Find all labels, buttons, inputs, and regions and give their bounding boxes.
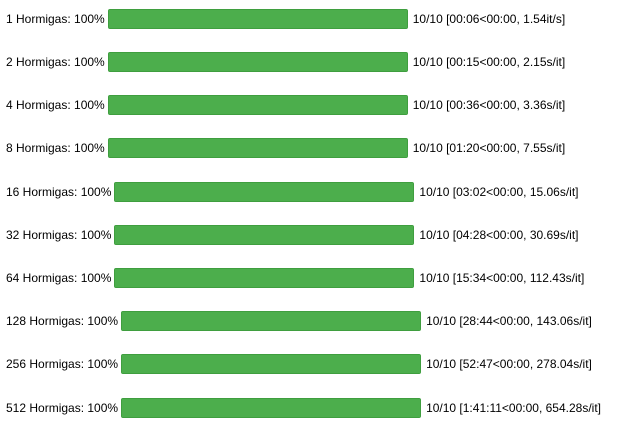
progress-bar bbox=[114, 225, 415, 245]
progress-label: 8 Hormigas: 100% bbox=[6, 141, 105, 155]
progress-bar bbox=[114, 182, 415, 202]
progress-bar-fill bbox=[108, 53, 407, 71]
progress-stats: 10/10 [28:44<00:00, 143.06s/it] bbox=[426, 314, 592, 328]
progress-stats: 10/10 [00:15<00:00, 2.15s/it] bbox=[412, 55, 566, 69]
progress-stats: 10/10 [52:47<00:00, 278.04s/it] bbox=[426, 357, 592, 371]
progress-bar-fill bbox=[108, 10, 407, 28]
progress-stats: 10/10 [00:36<00:00, 3.36s/it] bbox=[412, 98, 566, 112]
progress-bar-fill bbox=[115, 226, 414, 244]
progress-row: 4 Hormigas: 100% 10/10 [00:36<00:00, 3.3… bbox=[0, 94, 565, 116]
progress-bar-fill bbox=[122, 312, 421, 330]
progress-bar-fill bbox=[115, 269, 414, 287]
progress-row: 1 Hormigas: 100% 10/10 [00:06<00:00, 1.5… bbox=[0, 8, 565, 30]
progress-label: 16 Hormigas: 100% bbox=[6, 185, 112, 199]
progress-stats: 10/10 [04:28<00:00, 30.69s/it] bbox=[419, 228, 579, 242]
progress-bar bbox=[107, 95, 408, 115]
progress-row: 32 Hormigas: 100% 10/10 [04:28<00:00, 30… bbox=[0, 224, 579, 246]
progress-label: 128 Hormigas: 100% bbox=[6, 314, 119, 328]
progress-bar bbox=[107, 138, 408, 158]
progress-bar bbox=[121, 354, 422, 374]
progress-label: 2 Hormigas: 100% bbox=[6, 55, 105, 69]
progress-label: 256 Hormigas: 100% bbox=[6, 357, 119, 371]
progress-stats: 10/10 [01:20<00:00, 7.55s/it] bbox=[412, 141, 566, 155]
progress-row: 64 Hormigas: 100% 10/10 [15:34<00:00, 11… bbox=[0, 267, 584, 289]
progress-label: 512 Hormigas: 100% bbox=[6, 401, 119, 415]
progress-bar-fill bbox=[108, 96, 407, 114]
progress-row: 8 Hormigas: 100% 10/10 [01:20<00:00, 7.5… bbox=[0, 137, 565, 159]
progress-label: 32 Hormigas: 100% bbox=[6, 228, 112, 242]
progress-label: 1 Hormigas: 100% bbox=[6, 12, 105, 26]
progress-bar-fill bbox=[122, 355, 421, 373]
progress-bar bbox=[107, 9, 408, 29]
progress-stats: 10/10 [15:34<00:00, 112.43s/it] bbox=[419, 271, 585, 285]
progress-bar bbox=[121, 398, 422, 418]
progress-label: 4 Hormigas: 100% bbox=[6, 98, 105, 112]
progress-row: 512 Hormigas: 100% 10/10 [1:41:11<00:00,… bbox=[0, 397, 601, 419]
progress-row: 2 Hormigas: 100% 10/10 [00:15<00:00, 2.1… bbox=[0, 51, 565, 73]
progress-stats: 10/10 [03:02<00:00, 15.06s/it] bbox=[419, 185, 579, 199]
progress-stats: 10/10 [1:41:11<00:00, 654.28s/it] bbox=[426, 401, 601, 415]
progress-stats: 10/10 [00:06<00:00, 1.54it/s] bbox=[412, 12, 566, 26]
progress-bar bbox=[121, 311, 422, 331]
progress-bar-fill bbox=[122, 399, 421, 417]
progress-bar-fill bbox=[115, 183, 414, 201]
progress-label: 64 Hormigas: 100% bbox=[6, 271, 112, 285]
progress-bar-fill bbox=[108, 139, 407, 157]
progress-row: 256 Hormigas: 100% 10/10 [52:47<00:00, 2… bbox=[0, 353, 592, 375]
progress-row: 128 Hormigas: 100% 10/10 [28:44<00:00, 1… bbox=[0, 310, 592, 332]
progress-row: 16 Hormigas: 100% 10/10 [03:02<00:00, 15… bbox=[0, 181, 579, 203]
progress-bar bbox=[107, 52, 408, 72]
progress-bar bbox=[114, 268, 415, 288]
